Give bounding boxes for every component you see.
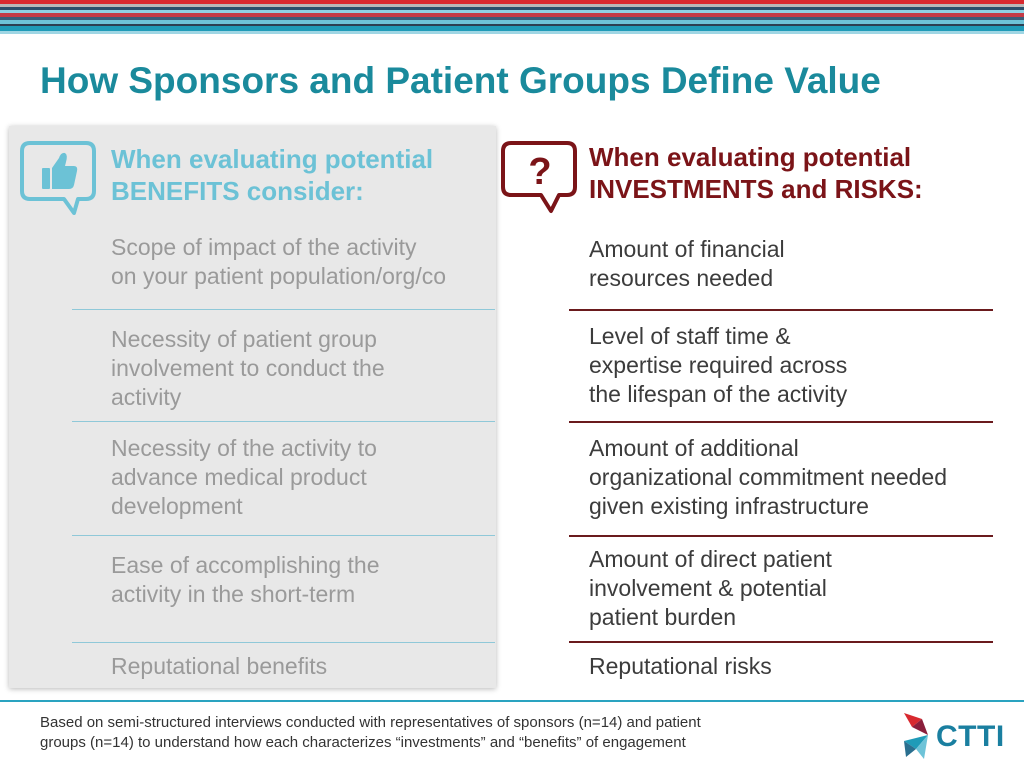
investment-item-line: Level of staff time & bbox=[589, 323, 791, 349]
investment-item: Level of staff time & expertise required… bbox=[589, 322, 847, 409]
footnote-line: Based on semi-structured interviews cond… bbox=[40, 714, 701, 731]
investment-item: Amount of financial resources needed bbox=[589, 235, 785, 293]
benefit-divider bbox=[72, 642, 495, 643]
benefit-divider bbox=[72, 535, 495, 536]
benefit-item-line: Necessity of patient group bbox=[111, 326, 377, 352]
investment-divider bbox=[569, 421, 993, 423]
benefit-item: Necessity of the activity to advance med… bbox=[111, 434, 377, 521]
investment-item-line: expertise required across bbox=[589, 352, 848, 378]
benefit-item-line: development bbox=[111, 493, 243, 519]
benefit-divider bbox=[72, 309, 495, 310]
benefits-panel bbox=[9, 126, 496, 688]
investment-item-line: organizational commitment needed bbox=[589, 464, 947, 490]
benefit-item-line: activity in the short-term bbox=[111, 581, 356, 607]
investment-item-line: involvement & potential bbox=[589, 575, 827, 601]
benefit-item: Reputational benefits bbox=[111, 652, 327, 681]
benefit-item-line: Ease of accomplishing the bbox=[111, 552, 380, 578]
investment-item-line: Amount of direct patient bbox=[589, 546, 832, 572]
investment-item: Amount of additional organizational comm… bbox=[589, 434, 947, 521]
benefit-item: Ease of accomplishing the activity in th… bbox=[111, 551, 380, 609]
svg-text:?: ? bbox=[528, 151, 551, 193]
investment-item-line: the lifespan of the activity bbox=[589, 381, 848, 407]
benefit-item: Necessity of patient group involvement t… bbox=[111, 325, 385, 412]
investment-divider bbox=[569, 309, 993, 311]
investment-item-line: Amount of additional bbox=[589, 435, 799, 461]
benefit-item-line: on your patient population/org/co bbox=[111, 263, 447, 289]
benefits-heading-line: BENEFITS consider: bbox=[111, 176, 364, 206]
investment-item-line: patient burden bbox=[589, 604, 737, 630]
page-title: How Sponsors and Patient Groups Define V… bbox=[40, 60, 881, 101]
footnote-line: groups (n=14) to understand how each cha… bbox=[40, 734, 686, 751]
investments-heading: When evaluating potential INVESTMENTS an… bbox=[589, 141, 923, 205]
benefit-item-line: Reputational benefits bbox=[111, 653, 328, 679]
investments-heading-line: INVESTMENTS and RISKS: bbox=[589, 174, 923, 204]
investment-item-line: resources needed bbox=[589, 265, 774, 291]
benefits-heading-line: When evaluating potential bbox=[111, 144, 434, 174]
investment-item-line: given existing infrastructure bbox=[589, 493, 869, 519]
benefit-item-line: advance medical product bbox=[111, 464, 367, 490]
benefit-item-line: activity bbox=[111, 384, 182, 410]
benefit-item-line: involvement to conduct the bbox=[111, 355, 385, 381]
logo-text: CTTI bbox=[936, 720, 1005, 753]
benefit-item-line: Necessity of the activity to bbox=[111, 435, 377, 461]
investment-item-line: Reputational risks bbox=[589, 653, 772, 679]
investment-item: Amount of direct patient involvement & p… bbox=[589, 545, 832, 632]
investment-item-line: Amount of financial bbox=[589, 236, 785, 262]
benefit-divider bbox=[72, 421, 495, 422]
investment-divider bbox=[569, 535, 993, 537]
investment-divider bbox=[569, 641, 993, 643]
benefit-item: Scope of impact of the activity on your … bbox=[111, 233, 446, 291]
benefit-item-line: Scope of impact of the activity bbox=[111, 234, 417, 260]
benefits-heading: When evaluating potential BENEFITS consi… bbox=[111, 143, 433, 207]
thumbs-up-speech-bubble-icon bbox=[20, 141, 96, 215]
question-mark-speech-bubble-icon: ? bbox=[501, 141, 577, 213]
header-stripes bbox=[0, 0, 1024, 36]
footer-rule bbox=[0, 700, 1024, 702]
investments-heading-line: When evaluating potential bbox=[589, 142, 912, 172]
footnote: Based on semi-structured interviews cond… bbox=[40, 713, 701, 753]
ctti-logo-icon bbox=[904, 713, 928, 759]
investment-item: Reputational risks bbox=[589, 652, 772, 681]
